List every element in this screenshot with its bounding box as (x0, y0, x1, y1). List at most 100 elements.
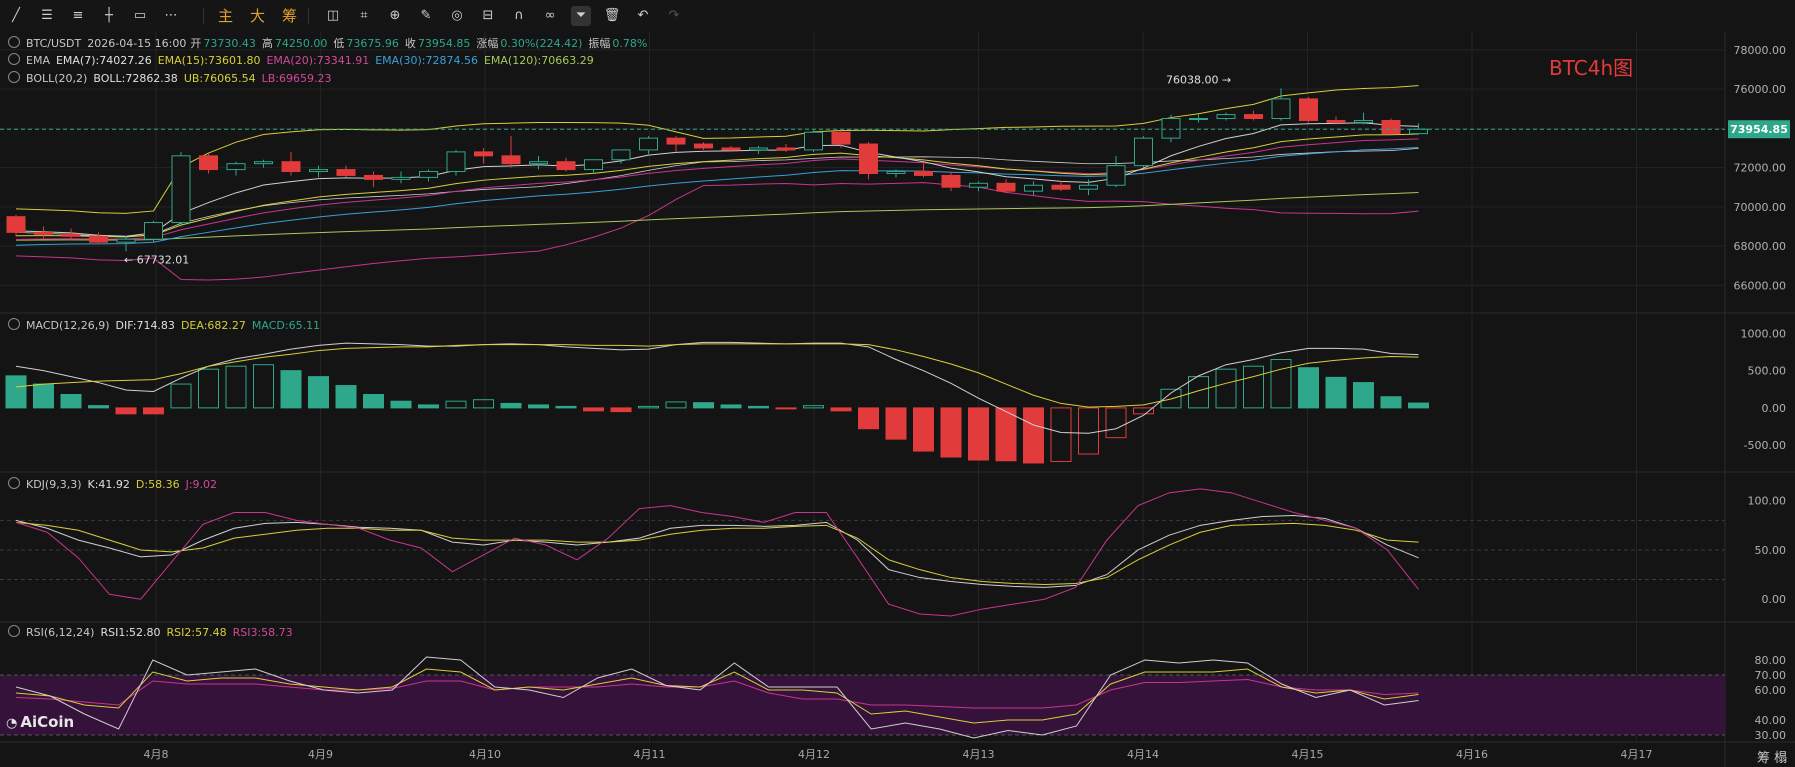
candle-body (281, 161, 301, 173)
macd-histogram-bar (1298, 367, 1319, 409)
redo-icon[interactable]: ↷ (668, 8, 680, 23)
macd-histogram-bar (830, 407, 852, 412)
filter-icon[interactable]: ⏷ (571, 6, 591, 26)
candle-body (364, 174, 383, 180)
ray-tool-icon[interactable]: ☰ (41, 8, 53, 23)
candle-body (996, 182, 1016, 192)
ema-label: EMA (26, 54, 50, 67)
open-label: 开 (190, 37, 202, 50)
more-icon[interactable]: ⋯ (164, 8, 178, 23)
macd-histogram-bar (418, 404, 439, 409)
candle-body (501, 155, 521, 165)
indicator-icon[interactable]: ◫ (326, 8, 340, 23)
ruler-icon[interactable]: ⌗ (360, 8, 368, 23)
line-tool-icon[interactable]: ╱ (12, 8, 20, 23)
x-tick-label: 4月16 (1456, 748, 1488, 761)
macd-y-tick-label: 0.00 (1762, 402, 1787, 415)
kdj-d-line (15, 521, 1419, 585)
candle-body (309, 169, 328, 173)
aicoin-logo-icon: ◔ (6, 716, 18, 731)
rsi1-value: RSI1:52.80 (100, 626, 161, 639)
change-value: 0.30%(224.42) (500, 37, 583, 50)
horizontal-line-icon[interactable]: ┼ (105, 8, 113, 23)
visibility-icon[interactable] (8, 36, 20, 48)
link-icon[interactable]: ∞ (544, 8, 556, 23)
macd-histogram-bar (198, 368, 219, 409)
rsi-y-tick-label: 80.00 (1755, 654, 1787, 667)
candle-body (749, 147, 768, 151)
chart-area[interactable]: 4月8 4月9 4月10 4月11 4月12 4月13 4月14 4月15 4月16 4月17 78… (0, 32, 1795, 767)
x-tick-label: 4月9 (308, 748, 333, 761)
macd-histogram-bar (225, 365, 247, 409)
macd-histogram-bar (1160, 388, 1182, 409)
visibility-icon[interactable] (8, 318, 20, 330)
rectangle-icon[interactable]: ▭ (133, 8, 147, 23)
macd-histogram-bar (5, 375, 27, 409)
boll-mid-value: BOLL:72862.38 (93, 72, 178, 85)
aicoin-watermark: ◔ AiCoin (6, 713, 74, 731)
candle-body (1409, 128, 1428, 135)
visibility-icon[interactable] (8, 477, 20, 489)
macd-histogram-bar (143, 407, 164, 415)
lock-icon[interactable]: ⊟ (482, 8, 494, 23)
macd-histogram-bar (1408, 402, 1429, 409)
trash-icon[interactable]: 🗑 (603, 8, 621, 23)
candle-body (336, 169, 356, 176)
candle-body (1161, 118, 1181, 139)
kdj-k-value: K:41.92 (87, 478, 130, 491)
macd-dea-line (15, 343, 1419, 408)
boll-lb-value: LB:69659.23 (261, 72, 332, 85)
visibility-icon[interactable] (8, 625, 20, 637)
macd-histogram-bar (1078, 407, 1099, 455)
rsi-y-tick-label: 30.00 (1755, 729, 1787, 742)
candle-body (1079, 184, 1098, 190)
candle-body (584, 159, 603, 171)
candle-body (666, 137, 686, 145)
candle-body (886, 171, 906, 174)
visibility-icon[interactable] (8, 71, 20, 83)
kdj-y-tick-label: 100.00 (1748, 495, 1787, 508)
high-annotation: 76038.00 → (1166, 73, 1231, 86)
magnet-icon[interactable]: ∩ (514, 8, 524, 23)
macd-histogram-bar (280, 370, 302, 409)
macd-histogram-bar (363, 393, 384, 409)
brush-icon[interactable]: ✎ (420, 8, 432, 23)
visibility-icon[interactable] (8, 53, 20, 65)
corner-buttons[interactable]: 筹 榻 (1757, 751, 1788, 766)
y-tick-label: 70000.00 (1734, 201, 1787, 214)
ema120-value: EMA(120):70663.29 (483, 54, 594, 67)
x-tick-label: 4月14 (1127, 748, 1159, 761)
candle-body (804, 131, 823, 151)
parallel-lines-icon[interactable]: ≡ (72, 8, 84, 23)
macd-y-tick-label: -500.00 (1744, 439, 1786, 452)
toolbar-text-button-0[interactable]: 主 (218, 7, 234, 25)
macd-histogram-bar (775, 407, 797, 410)
macd-histogram-bar (555, 405, 577, 409)
candle-body (1216, 114, 1236, 120)
ema30-line (15, 147, 1419, 246)
rsi-y-tick-label: 40.00 (1755, 714, 1787, 727)
candle-body (144, 222, 163, 240)
macd-legend: MACD(12,26,9) DIF:714.83 DEA:682.27 MACD:65… (8, 318, 326, 333)
macd-histogram-bar (1325, 376, 1347, 409)
macd-histogram-bar (500, 402, 522, 409)
macd-histogram-bar (308, 376, 329, 409)
macd-histogram-bar (610, 407, 632, 413)
candle-body (969, 182, 988, 188)
zoom-icon[interactable]: ⊕ (389, 8, 401, 23)
candle-body (1381, 119, 1401, 135)
candle-body (914, 171, 933, 176)
undo-icon[interactable]: ↶ (637, 8, 649, 23)
macd-histogram-bar (1270, 359, 1292, 409)
candle-body (831, 131, 851, 145)
candle-body (721, 147, 741, 151)
eye-icon[interactable]: ◎ (451, 8, 463, 23)
macd-histogram-bar (170, 383, 192, 409)
last-price-label: 73954.85 (1730, 123, 1788, 136)
rsi1-line (15, 656, 1419, 739)
toolbar-text-button-2[interactable]: 筹 (282, 7, 298, 25)
kdj-k-line (15, 514, 1419, 588)
toolbar-text-button-1[interactable]: 大 (250, 7, 266, 25)
price-header: BTC/USDT 2026-04-15 16:00 开 73730.43 高 74250.… (8, 36, 653, 51)
amp-label: 振幅 (588, 37, 611, 50)
